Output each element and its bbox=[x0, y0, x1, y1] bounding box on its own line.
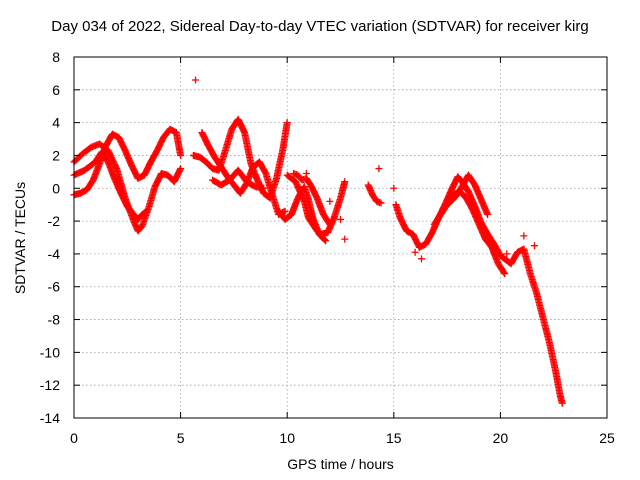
data-point bbox=[377, 199, 385, 207]
series-track-k bbox=[392, 173, 566, 407]
series-track-g bbox=[283, 171, 349, 238]
data-point bbox=[500, 268, 508, 276]
y-tick-label: 0 bbox=[52, 180, 60, 196]
data-point bbox=[326, 220, 334, 228]
data-point bbox=[142, 207, 150, 215]
data-point bbox=[321, 236, 329, 244]
grid-layer bbox=[74, 57, 607, 418]
data-point bbox=[531, 242, 539, 250]
data-point bbox=[390, 184, 398, 192]
y-tick-label: -8 bbox=[48, 312, 61, 328]
series-track-l bbox=[430, 188, 509, 278]
series-outliers bbox=[192, 76, 539, 263]
data-point bbox=[325, 219, 333, 227]
y-tick-label: -4 bbox=[48, 246, 61, 262]
series-track-h bbox=[275, 183, 330, 245]
y-tick-label: 4 bbox=[52, 115, 60, 131]
data-point bbox=[326, 197, 334, 205]
tick-layer: 0 5 10 15 20 25 -14 -12 -10 -8 -6 -4 -2 0 2 4 6 8 bbox=[40, 49, 615, 446]
data-point bbox=[192, 76, 200, 84]
data-point bbox=[341, 178, 349, 186]
y-tick-label: -10 bbox=[40, 344, 60, 360]
y-tick-label: 2 bbox=[52, 147, 60, 163]
data-point bbox=[484, 211, 492, 219]
data-point bbox=[177, 165, 185, 173]
series-track-a bbox=[70, 125, 185, 199]
data-point bbox=[177, 151, 185, 159]
data-point bbox=[411, 248, 419, 256]
y-tick-label: 8 bbox=[52, 49, 60, 65]
y-tick-label: -12 bbox=[40, 377, 60, 393]
x-tick-label: 0 bbox=[70, 430, 78, 446]
data-point bbox=[281, 207, 289, 215]
x-axis-label: GPS time / hours bbox=[287, 456, 394, 472]
data-point bbox=[322, 237, 330, 245]
data-point bbox=[337, 215, 344, 223]
data-layer bbox=[70, 76, 566, 407]
series-track-c bbox=[70, 148, 150, 223]
x-tick-label: 25 bbox=[599, 430, 615, 446]
series-track-m bbox=[445, 171, 492, 219]
data-point bbox=[418, 255, 426, 263]
x-tick-label: 15 bbox=[386, 430, 402, 446]
data-point bbox=[520, 232, 528, 240]
data-point bbox=[501, 270, 509, 278]
data-point bbox=[283, 119, 291, 127]
plot-frame bbox=[73, 56, 608, 419]
data-point bbox=[503, 250, 511, 258]
series-track-f bbox=[209, 166, 268, 192]
data-point bbox=[260, 184, 268, 192]
y-tick-label: -6 bbox=[48, 279, 61, 295]
series-track-j bbox=[364, 181, 385, 207]
series-track-i bbox=[290, 170, 334, 228]
y-tick-label: -2 bbox=[48, 213, 61, 229]
data-point bbox=[341, 235, 349, 243]
data-point bbox=[141, 208, 149, 216]
data-point bbox=[558, 399, 566, 407]
chart-title: Day 034 of 2022, Sidereal Day-to-day VTE… bbox=[51, 18, 589, 35]
x-tick-label: 20 bbox=[493, 430, 509, 446]
x-tick-label: 5 bbox=[177, 430, 185, 446]
data-point bbox=[302, 170, 310, 178]
x-tick-label: 10 bbox=[279, 430, 295, 446]
data-point bbox=[375, 165, 383, 173]
y-tick-label: 6 bbox=[52, 82, 60, 98]
y-tick-label: -14 bbox=[40, 410, 60, 426]
